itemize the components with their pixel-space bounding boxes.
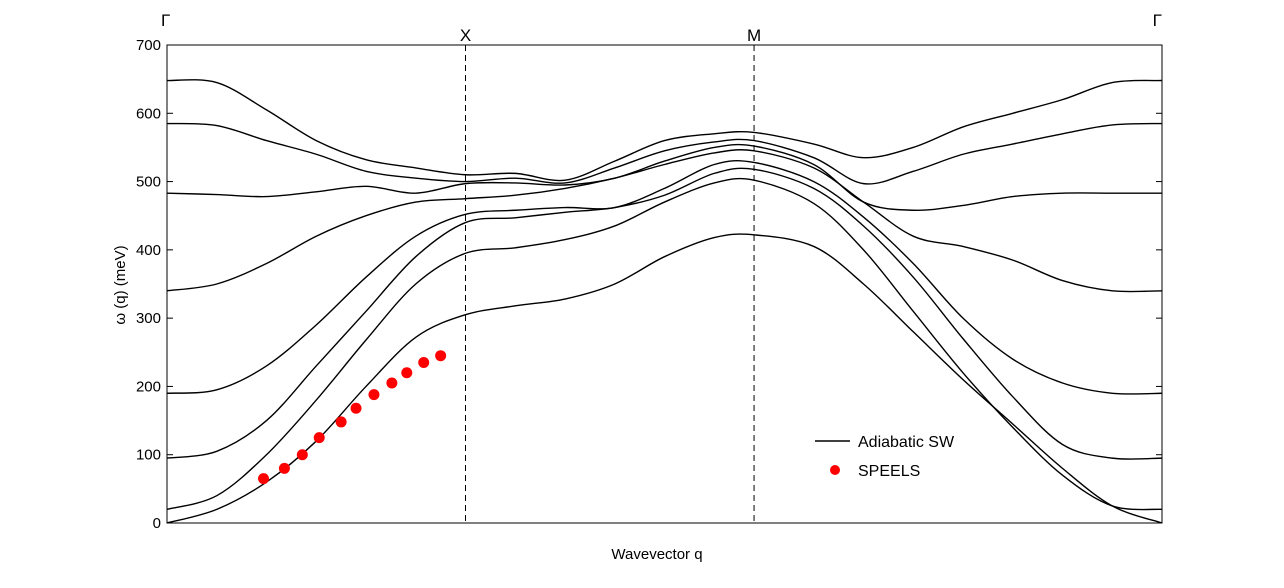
speels-point bbox=[296, 449, 308, 461]
symmetry-label: X bbox=[460, 26, 471, 45]
y-tick-label: 500 bbox=[136, 174, 161, 191]
dispersion-curve-8 bbox=[166, 79, 1163, 182]
dispersion-curve-6 bbox=[166, 143, 1162, 212]
y-tick-labels: 0 100 200 300 400 500 600 700 bbox=[136, 37, 161, 532]
dispersion-curve-2 bbox=[166, 177, 1163, 511]
dispersion-curve-7 bbox=[166, 122, 1163, 185]
legend-label-speels: SPEELS bbox=[858, 463, 920, 480]
speels-point bbox=[278, 462, 290, 474]
dispersion-curve-4 bbox=[166, 160, 1163, 395]
legend-dot-swatch bbox=[830, 465, 840, 475]
speels-points bbox=[258, 350, 447, 485]
speels-point bbox=[386, 377, 398, 389]
x-axis-label: Wavevector q bbox=[611, 546, 702, 563]
y-axis-label: ω (q) (meV) bbox=[112, 245, 129, 324]
y-tick-label: 0 bbox=[153, 515, 161, 532]
y-tick-label: 300 bbox=[136, 310, 161, 327]
high-symmetry-labels: ΓX MΓ bbox=[161, 11, 1162, 45]
dispersion-curve-1 bbox=[166, 233, 1163, 524]
speels-point bbox=[401, 367, 413, 379]
y-tick-label: 200 bbox=[136, 378, 161, 395]
speels-point bbox=[418, 357, 430, 369]
speels-point bbox=[258, 473, 270, 485]
axis-ticks bbox=[167, 44, 1162, 524]
symmetry-label: Γ bbox=[161, 11, 170, 30]
speels-point bbox=[350, 402, 362, 414]
y-tick-label: 600 bbox=[136, 105, 161, 122]
y-tick-label: 700 bbox=[136, 37, 161, 54]
symmetry-label: M bbox=[747, 26, 761, 45]
y-tick-label: 400 bbox=[136, 242, 161, 259]
dispersion-curve-3 bbox=[166, 167, 1163, 460]
legend: Adiabatic SW SPEELS bbox=[815, 434, 955, 480]
symmetry-label: Γ bbox=[1153, 11, 1162, 30]
y-tick-label: 100 bbox=[136, 447, 161, 464]
legend-label-adiabatic: Adiabatic SW bbox=[858, 434, 955, 451]
speels-point bbox=[335, 416, 347, 428]
dispersion-curve-5 bbox=[166, 149, 1163, 293]
dispersion-curves bbox=[166, 79, 1163, 524]
speels-point bbox=[368, 389, 380, 401]
speels-point bbox=[435, 350, 447, 362]
plot-area bbox=[166, 44, 1163, 524]
speels-point bbox=[313, 432, 325, 444]
